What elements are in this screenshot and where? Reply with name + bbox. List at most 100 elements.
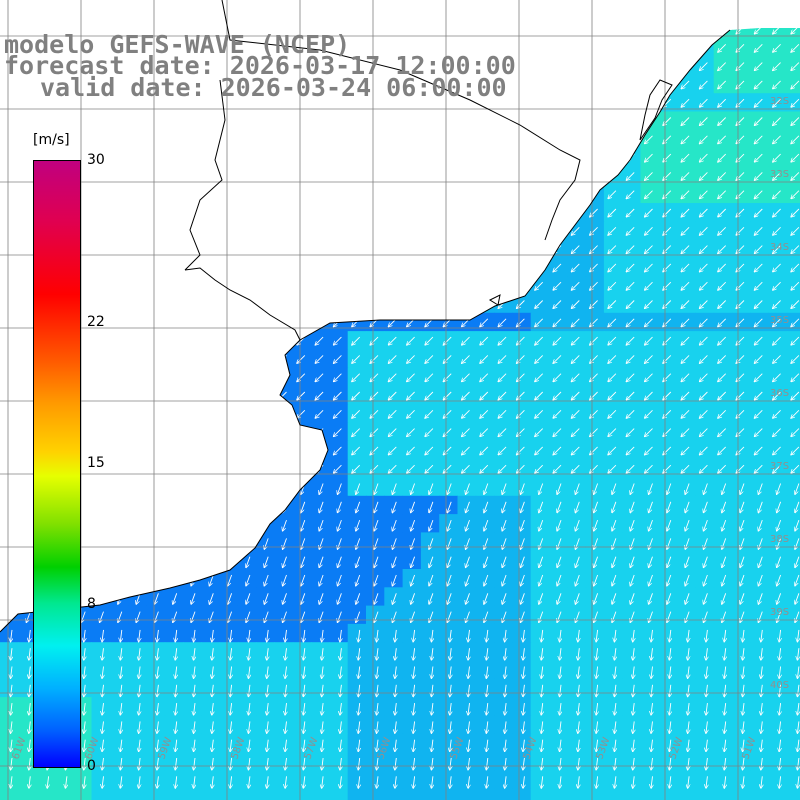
wind-cell xyxy=(475,623,495,643)
wind-arrow xyxy=(736,135,745,144)
wind-cell xyxy=(237,569,257,588)
wind-cell xyxy=(457,386,477,405)
wind-cell xyxy=(713,276,733,295)
wind-cell xyxy=(366,733,385,753)
wind-cell xyxy=(750,660,770,680)
wind-cell xyxy=(311,697,330,716)
title-valid-date: valid date: 2026-03-24 06:00:00 xyxy=(40,73,507,102)
wind-cell xyxy=(219,660,239,680)
wind-arrow xyxy=(612,483,617,495)
wind-arrow xyxy=(480,336,489,345)
wind-arrow xyxy=(718,43,727,52)
wind-cell xyxy=(366,422,385,442)
wind-cell xyxy=(439,349,458,369)
wind-cell xyxy=(768,148,788,167)
wind-arrow xyxy=(703,538,708,549)
wind-cell xyxy=(658,587,678,607)
wind-cell xyxy=(439,788,458,800)
wind-cell xyxy=(622,386,641,405)
wind-cell xyxy=(567,331,587,350)
wind-arrow xyxy=(370,428,379,437)
wind-cell xyxy=(585,349,605,369)
wind-cell xyxy=(201,678,221,698)
wind-arrow xyxy=(645,226,653,235)
wind-cell xyxy=(183,642,202,661)
wind-cell xyxy=(494,404,513,424)
wind-cell xyxy=(567,569,587,588)
wind-cell xyxy=(366,660,385,680)
wind-arrow xyxy=(718,80,727,89)
wind-cell xyxy=(640,276,660,295)
wind-arrow xyxy=(608,355,617,363)
wind-cell xyxy=(750,56,770,76)
wind-cell xyxy=(530,733,550,753)
wind-cell xyxy=(622,440,641,460)
wind-arrow xyxy=(443,355,452,363)
wind-arrow xyxy=(681,373,690,382)
wind-cell xyxy=(768,569,788,588)
wind-cell xyxy=(366,495,385,515)
wind-cell xyxy=(366,349,385,369)
wind-arrow xyxy=(740,519,745,531)
wind-arrow xyxy=(663,281,672,290)
wind-cell xyxy=(732,422,751,442)
wind-cell xyxy=(549,678,568,698)
wind-cell xyxy=(384,440,404,460)
wind-arrow xyxy=(663,355,672,363)
wind-cell xyxy=(713,697,733,716)
wind-arrow xyxy=(443,409,452,418)
wind-cell xyxy=(713,367,733,387)
wind-arrow xyxy=(498,318,507,327)
wind-cell xyxy=(475,404,495,424)
wind-cell xyxy=(439,623,458,643)
wind-cell xyxy=(146,733,166,753)
wind-arrow xyxy=(791,446,800,455)
wind-cell xyxy=(786,367,800,387)
wind-cell xyxy=(750,203,770,222)
wind-cell xyxy=(347,514,367,533)
wind-cell xyxy=(530,605,550,625)
wind-cell xyxy=(329,642,349,661)
wind-cell xyxy=(73,770,92,790)
wind-cell xyxy=(219,697,239,716)
wind-cell xyxy=(512,660,532,680)
wind-arrow xyxy=(649,501,653,513)
wind-cell xyxy=(384,404,404,424)
wind-cell xyxy=(768,422,788,442)
wind-arrow xyxy=(352,391,361,400)
wind-cell xyxy=(695,331,715,350)
wind-cell xyxy=(256,715,275,735)
wind-cell xyxy=(274,642,294,661)
wind-cell xyxy=(695,404,715,424)
wind-cell xyxy=(384,514,404,533)
wind-cell xyxy=(347,587,367,607)
wind-cell xyxy=(494,367,513,387)
wind-arrow xyxy=(754,245,763,254)
wind-cell xyxy=(768,733,788,753)
wind-cell xyxy=(622,276,641,295)
wind-cell xyxy=(677,331,696,350)
wind-cell xyxy=(750,770,770,790)
wind-cell xyxy=(713,239,733,259)
wind-arrow xyxy=(553,373,562,382)
wind-arrow xyxy=(516,446,525,455)
wind-cell xyxy=(91,678,111,698)
wind-arrow xyxy=(791,245,800,254)
wind-arrow xyxy=(594,538,599,549)
wind-cell xyxy=(677,239,696,259)
wind-cell xyxy=(786,422,800,442)
wind-cell xyxy=(347,715,367,735)
wind-arrow xyxy=(795,483,800,495)
wind-arrow xyxy=(498,464,507,473)
wind-arrow xyxy=(667,538,672,549)
wind-arrow xyxy=(718,281,727,290)
wind-cell xyxy=(695,184,715,204)
wind-cell xyxy=(585,678,605,698)
wind-cell xyxy=(183,623,202,643)
wind-cell xyxy=(475,660,495,680)
wind-arrow xyxy=(722,501,727,513)
wind-cell xyxy=(768,514,788,533)
wind-arrow xyxy=(590,355,598,363)
wind-cell xyxy=(128,623,147,643)
wind-arrow xyxy=(736,281,745,290)
